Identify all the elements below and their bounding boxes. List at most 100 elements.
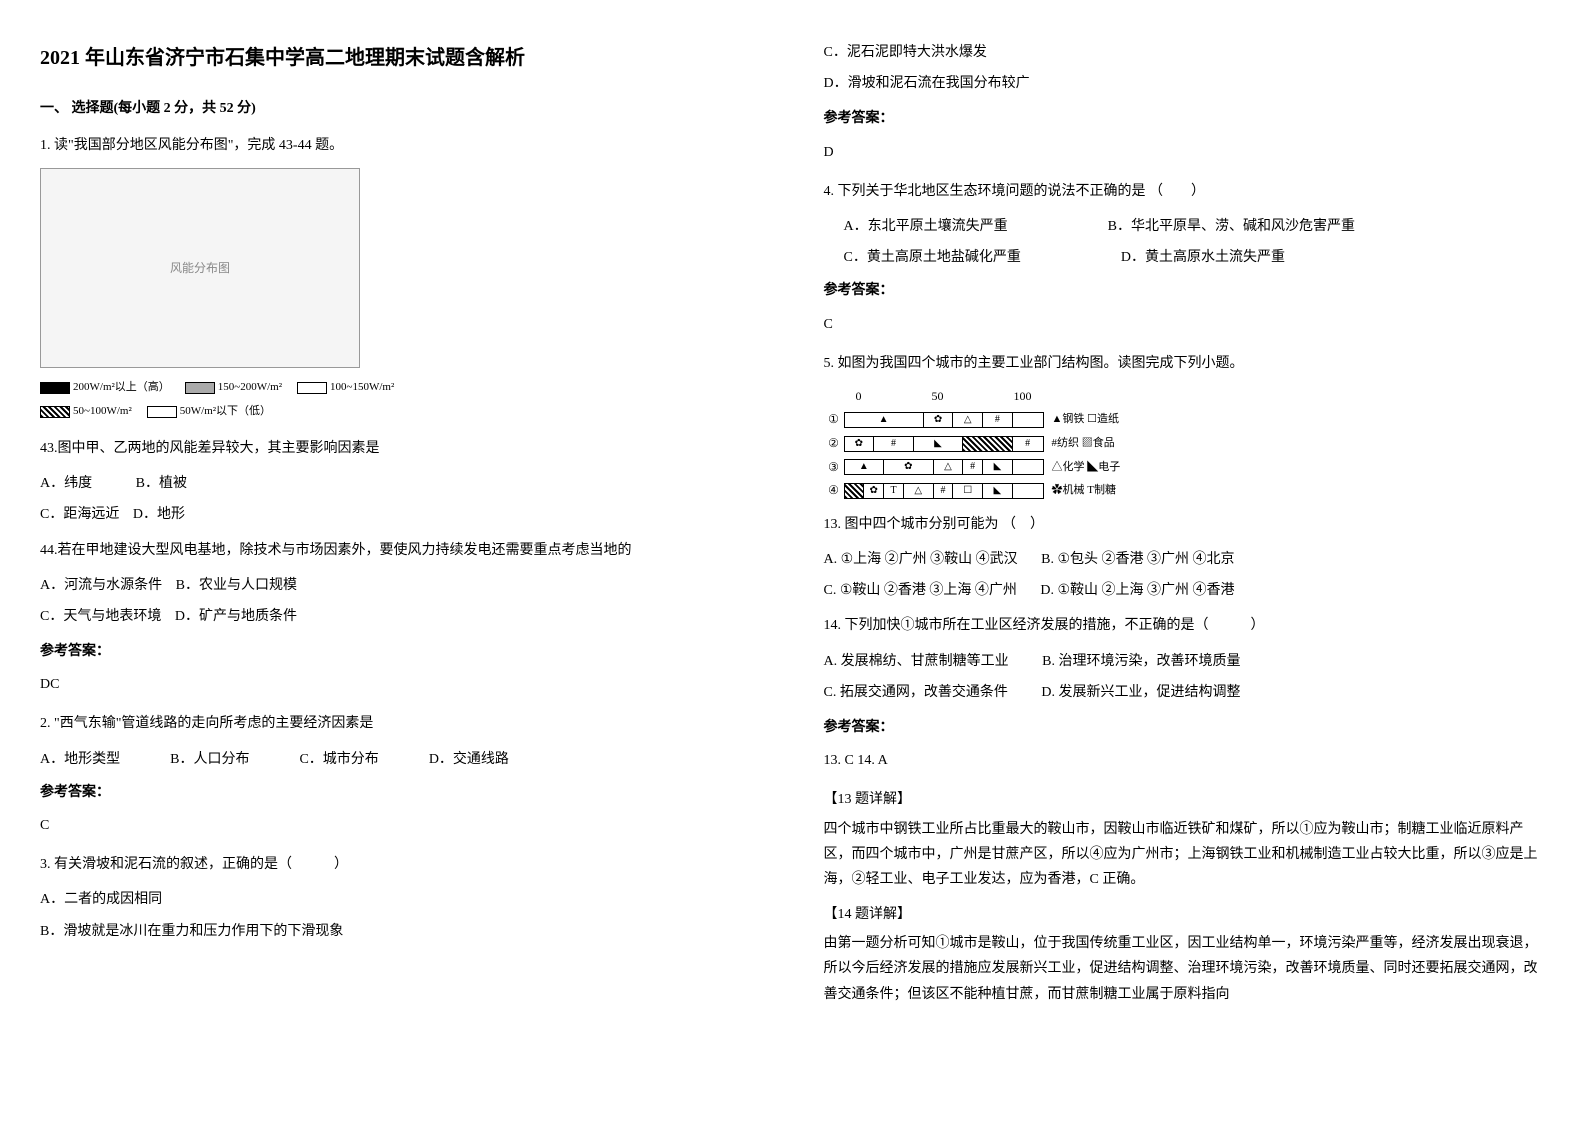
legend-item: 50~100W/m² [40,402,132,422]
option-c: C．距海远近 [40,507,119,522]
legend-item: 200W/m²以上（高） [40,378,170,398]
answer-label: 参考答案： [40,780,764,805]
chart-row-3: ③ ▲ ✿ △ # ◣ △化学 ◣电子 [824,457,1548,479]
option-d: D．地形 [133,507,185,522]
option-b: B．植被 [136,476,187,491]
seg: △ [904,484,934,498]
option-row: C．黄土高原土地盐碱化严重 D．黄土高原水土流失严重 [844,245,1548,270]
q4-answer: C [824,312,1548,337]
option-b: B. 治理环境污染，改善环境质量 [1042,654,1240,669]
q2-stem: 2. "西气东输"管道线路的走向所考虑的主要经济因素是 [40,711,764,736]
q5-answer: 13. C 14. A [824,748,1548,773]
q13-options: A. ①上海 ②广州 ③鞍山 ④武汉 B. ①包头 ②香港 ③广州 ④北京 C.… [824,547,1548,603]
question-3: 3. 有关滑坡和泥石流的叙述，正确的是（ ） A．二者的成因相同 B．滑坡就是冰… [40,852,764,944]
option-c: C．天气与地表环境 [40,609,161,624]
legend-item: 100~150W/m² [297,378,394,398]
seg: ✿ [845,437,875,451]
option-row: C. 拓展交通网，改善交通条件 D. 发展新兴工业，促进结构调整 [824,680,1548,705]
seg: △ [953,413,983,427]
option-b: B．华北平原旱、涝、碱和风沙危害严重 [1108,214,1355,239]
question-5: 5. 如图为我国四个城市的主要工业部门结构图。读图完成下列小题。 0 50 10… [824,351,1548,1007]
row-label: ② [824,433,844,455]
q14-stem: 14. 下列加快①城市所在工业区经济发展的措施，不正确的是（ ） [824,613,1548,638]
wind-map-figure: 风能分布图 [40,168,360,368]
option-c: C．黄土高原土地盐碱化严重 [844,245,1021,270]
row-label: ④ [824,480,844,502]
q2-answer: C [40,813,764,838]
explanation-13: 【13 题详解】 四个城市中钢铁工业所占比重最大的鞍山市，因鞍山市临近铁矿和煤矿… [824,787,1548,892]
seg: ✿ [884,460,934,474]
option-row: A．东北平原土壤流失严重 B．华北平原旱、涝、碱和风沙危害严重 [844,214,1548,239]
option-row: C. ①鞍山 ②香港 ③上海 ④广州 D. ①鞍山 ②上海 ③广州 ④香港 [824,578,1548,603]
chart-scale: 0 50 100 [856,386,1548,408]
seg: △ [934,460,964,474]
answer-label: 参考答案： [824,106,1548,131]
option-row: C．天气与地表环境 D．矿产与地质条件 [40,604,764,629]
legend-steel: ▲钢铁 ☐造纸 [1052,410,1120,430]
answer-label: 参考答案： [824,278,1548,303]
option-c: C. ①鞍山 ②香港 ③上海 ④广州 [824,583,1017,598]
legend-chem: △化学 ◣电子 [1052,458,1121,478]
option-a: A．东北平原土壤流失严重 [844,214,1008,239]
question-2: 2. "西气东输"管道线路的走向所考虑的主要经济因素是 A．地形类型 B．人口分… [40,711,764,838]
q4-options: A．东北平原土壤流失严重 B．华北平原旱、涝、碱和风沙危害严重 C．黄土高原土地… [844,214,1548,270]
seg: # [874,437,914,451]
seg: ✿ [864,484,884,498]
option-a: A．地形类型 [40,747,120,772]
legend-swatch-black [40,382,70,394]
q43-options: A．纬度 B．植被 C．距海远近 D．地形 [40,471,764,527]
option-b: B．农业与人口规模 [176,578,297,593]
option-c: C．泥石泥即特大洪水爆发 [824,40,1548,65]
option-row: A．纬度 B．植被 [40,471,764,496]
scale-50: 50 [932,386,944,408]
scale-0: 0 [856,386,862,408]
q4-stem: 4. 下列关于华北地区生态环境问题的说法不正确的是 （ ） [824,179,1548,204]
row-label: ① [824,409,844,431]
seg [1013,413,1043,427]
seg: ▲ [845,413,924,427]
answer-label: 参考答案： [40,639,764,664]
option-d: D．交通线路 [429,747,509,772]
option-b: B．人口分布 [170,747,249,772]
seg [1013,484,1043,498]
option-row: A. 发展棉纺、甘蔗制糖等工业 B. 治理环境污染，改善环境质量 [824,649,1548,674]
seg: ▲ [845,460,885,474]
exp14-title: 【14 题详解】 [824,902,1548,927]
q44-stem: 44.若在甲地建设大型风电基地，除技术与市场因素外，要使风力持续发电还需要重点考… [40,538,764,563]
q3-stem: 3. 有关滑坡和泥石流的叙述，正确的是（ ） [40,852,764,877]
chart-row-4: ④ ✿ T △ # ☐ ◣ ✿机械 T制糖 [824,480,1548,502]
q44-options: A．河流与水源条件 B．农业与人口规模 C．天气与地表环境 D．矿产与地质条件 [40,573,764,629]
seg: ☐ [953,484,983,498]
q1-stem: 1. 读"我国部分地区风能分布图"，完成 43-44 题。 [40,133,764,158]
seg: ◣ [983,484,1013,498]
q14-options: A. 发展棉纺、甘蔗制糖等工业 B. 治理环境污染，改善环境质量 C. 拓展交通… [824,649,1548,705]
legend-item: 150~200W/m² [185,378,282,398]
option-d: D．滑坡和泥石流在我国分布较广 [824,71,1548,96]
seg: ◣ [983,460,1013,474]
legend-textile: #纺织 ▨食品 [1052,434,1115,454]
legend-swatch-hatch [40,406,70,418]
legend-mach: ✿机械 T制糖 [1052,481,1116,501]
seg: ✿ [924,413,954,427]
option-a: A. 发展棉纺、甘蔗制糖等工业 [824,654,1009,669]
q43-stem: 43.图中甲、乙两地的风能差异较大，其主要影响因素是 [40,436,764,461]
q2-options: A．地形类型 B．人口分布 C．城市分布 D．交通线路 [40,747,764,772]
chart-row-1: ① ▲ ✿ △ # ▲钢铁 ☐造纸 [824,409,1548,431]
left-column: 2021 年山东省济宁市石集中学高二地理期末试题含解析 一、 选择题(每小题 2… [40,40,764,1019]
q1-answer: DC [40,672,764,697]
legend-swatch-white [147,406,177,418]
seg: ◣ [914,437,964,451]
question-4: 4. 下列关于华北地区生态环境问题的说法不正确的是 （ ） A．东北平原土壤流失… [824,179,1548,337]
option-a: A. ①上海 ②广州 ③鞍山 ④武汉 [824,552,1018,567]
seg: # [983,413,1013,427]
q5-stem: 5. 如图为我国四个城市的主要工业部门结构图。读图完成下列小题。 [824,351,1548,376]
map-legend: 200W/m²以上（高） 150~200W/m² 100~150W/m² 50~… [40,378,764,422]
chart-row-2: ② ✿ # ◣ # #纺织 ▨食品 [824,433,1548,455]
option-row: A. ①上海 ②广州 ③鞍山 ④武汉 B. ①包头 ②香港 ③广州 ④北京 [824,547,1548,572]
q3-options: A．二者的成因相同 B．滑坡就是冰川在重力和压力作用下的下滑现象 [40,887,764,943]
option-d: D．矿产与地质条件 [175,609,297,624]
option-c: C．城市分布 [299,747,378,772]
exp14-text: 由第一题分析可知①城市是鞍山，位于我国传统重工业区，因工业结构单一，环境污染严重… [824,931,1548,1007]
seg: # [934,484,954,498]
figure-placeholder: 风能分布图 [170,258,230,280]
